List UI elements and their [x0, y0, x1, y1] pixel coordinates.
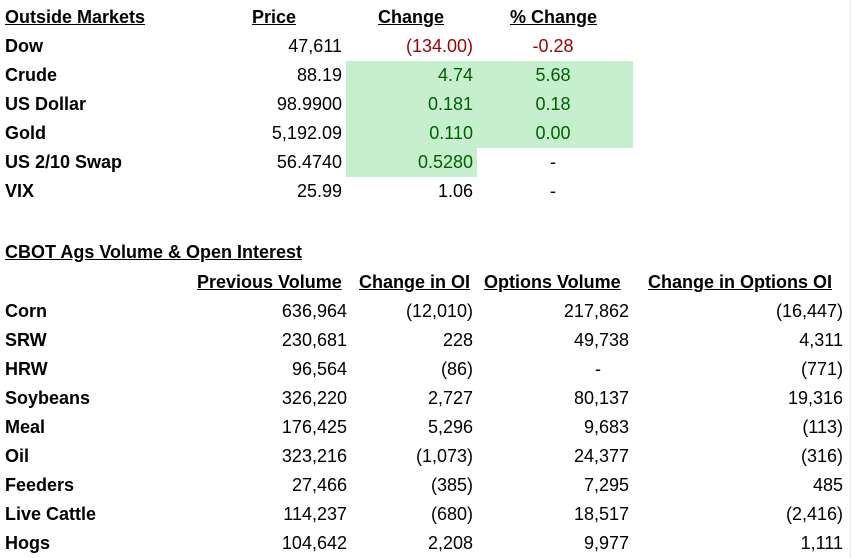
change-in-oi-cell[interactable]: 5,296 — [427, 417, 473, 437]
options-volume-cell[interactable]: 49,738 — [573, 330, 629, 350]
commodity-name-cell[interactable]: Oil — [5, 446, 30, 466]
table-row: Gold 5,192.09 0.110 0.00 — [0, 119, 851, 148]
table-row: Hogs 104,642 2,208 9,977 1,111 — [0, 529, 851, 558]
change-in-oi-cell[interactable]: (680) — [430, 504, 473, 524]
change-in-oi-cell[interactable]: (12,010) — [405, 301, 473, 321]
price-cell[interactable]: 47,611 — [288, 36, 342, 56]
table-row: VIX 25.99 1.06 - — [0, 177, 851, 206]
change-in-oi-header[interactable]: Change in OI — [359, 272, 471, 292]
previous-volume-cell[interactable]: 104,642 — [281, 533, 347, 553]
outside-markets-title[interactable]: Outside Markets — [5, 7, 146, 27]
cbot-header-row: Previous Volume Change in OI Options Vol… — [0, 268, 851, 297]
change-in-oi-cell[interactable]: 2,208 — [427, 533, 473, 553]
previous-volume-cell[interactable]: 323,216 — [281, 446, 347, 466]
change-cell[interactable]: 0.110 — [346, 119, 477, 148]
change-in-options-oi-cell[interactable]: (16,447) — [775, 301, 843, 321]
price-cell[interactable]: 56.4740 — [276, 152, 342, 172]
options-volume-cell[interactable]: 9,683 — [583, 417, 629, 437]
options-volume-cell[interactable]: 18,517 — [573, 504, 629, 524]
price-cell[interactable]: 88.19 — [296, 65, 342, 85]
change-cell[interactable]: (134.00) — [405, 36, 473, 56]
commodity-name-cell[interactable]: Feeders — [5, 475, 75, 495]
previous-volume-cell[interactable]: 230,681 — [281, 330, 347, 350]
market-name-cell[interactable]: Crude — [5, 65, 58, 85]
previous-volume-cell[interactable]: 96,564 — [291, 359, 347, 379]
change-in-options-oi-cell[interactable]: (2,416) — [785, 504, 843, 524]
table-row: SRW 230,681 228 49,738 4,311 — [0, 326, 851, 355]
commodity-name-cell[interactable]: SRW — [5, 330, 47, 350]
commodity-name-cell[interactable]: Corn — [5, 301, 47, 321]
market-name-cell[interactable]: VIX — [5, 181, 35, 201]
table-row: Meal 176,425 5,296 9,683 (113) — [0, 413, 851, 442]
price-cell[interactable]: 5,192.09 — [271, 123, 342, 143]
previous-volume-cell[interactable]: 114,237 — [283, 504, 347, 524]
commodity-name-cell[interactable]: HRW — [5, 359, 48, 379]
pct-change-cell[interactable]: - — [550, 152, 556, 172]
table-row: Dow 47,611 (134.00) -0.28 — [0, 32, 851, 61]
change-in-options-oi-cell[interactable]: 4,311 — [799, 330, 843, 350]
previous-volume-cell[interactable]: 27,466 — [291, 475, 347, 495]
pct-change-cell[interactable]: 5.68 — [477, 61, 633, 90]
options-volume-cell[interactable]: 217,862 — [563, 301, 629, 321]
change-cell[interactable]: 1.06 — [437, 181, 473, 201]
options-volume-cell[interactable]: 7,295 — [583, 475, 629, 495]
options-volume-cell[interactable]: - — [595, 359, 601, 379]
change-cell[interactable]: 0.181 — [346, 90, 477, 119]
options-volume-header[interactable]: Options Volume — [484, 272, 621, 292]
change-cell[interactable]: 0.5280 — [346, 148, 477, 177]
table-row: US 2/10 Swap 56.4740 0.5280 - — [0, 148, 851, 177]
pct-change-cell[interactable]: -0.28 — [532, 36, 574, 56]
change-in-oi-cell[interactable]: (385) — [430, 475, 473, 495]
pct-change-cell[interactable]: 0.00 — [477, 119, 633, 148]
previous-volume-cell[interactable]: 326,220 — [281, 388, 347, 408]
pct-change-cell[interactable]: - — [550, 181, 556, 201]
price-cell[interactable]: 98.9900 — [276, 94, 342, 114]
commodity-name-cell[interactable]: Meal — [5, 417, 46, 437]
change-in-options-oi-cell[interactable]: 1,111 — [800, 533, 843, 553]
options-volume-cell[interactable]: 80,137 — [573, 388, 629, 408]
previous-volume-cell[interactable]: 176,425 — [281, 417, 347, 437]
table-row: HRW 96,564 (86) - (771) — [0, 355, 851, 384]
table-row: Live Cattle 114,237 (680) 18,517 (2,416) — [0, 500, 851, 529]
change-in-options-oi-cell[interactable]: (771) — [800, 359, 843, 379]
market-name-cell[interactable]: Gold — [5, 123, 46, 143]
commodity-name-cell[interactable]: Hogs — [5, 533, 50, 553]
change-header[interactable]: Change — [378, 7, 445, 27]
change-in-oi-cell[interactable]: 2,727 — [427, 388, 473, 408]
pct-change-cell[interactable]: 0.18 — [477, 90, 633, 119]
change-in-oi-cell[interactable]: (1,073) — [415, 446, 473, 466]
market-name-cell[interactable]: US 2/10 Swap — [5, 152, 123, 172]
price-cell[interactable]: 25.99 — [296, 181, 342, 201]
cbot-title[interactable]: CBOT Ags Volume & Open Interest — [5, 242, 303, 262]
change-cell[interactable]: 4.74 — [346, 61, 477, 90]
table-row: Oil 323,216 (1,073) 24,377 (316) — [0, 442, 851, 471]
table-row: Soybeans 326,220 2,727 80,137 19,316 — [0, 384, 851, 413]
market-name-cell[interactable]: Dow — [5, 36, 43, 56]
change-in-oi-cell[interactable]: (86) — [440, 359, 473, 379]
previous-volume-cell[interactable]: 636,964 — [281, 301, 347, 321]
price-header[interactable]: Price — [251, 7, 296, 27]
pct-change-header[interactable]: % Change — [510, 7, 598, 27]
commodity-name-cell[interactable]: Live Cattle — [5, 504, 97, 524]
market-name-cell[interactable]: US Dollar — [5, 94, 87, 114]
change-in-oi-cell[interactable]: 228 — [442, 330, 473, 350]
cbot-title-row: CBOT Ags Volume & Open Interest — [0, 238, 851, 267]
commodity-name-cell[interactable]: Soybeans — [5, 388, 91, 408]
table-row: Feeders 27,466 (385) 7,295 485 — [0, 471, 851, 500]
outside-markets-header-row: Outside Markets Price Change % Change — [0, 3, 851, 32]
table-row: Crude 88.19 4.74 5.68 — [0, 61, 851, 90]
change-in-options-oi-header[interactable]: Change in Options OI — [648, 272, 832, 292]
options-volume-cell[interactable]: 9,977 — [583, 533, 629, 553]
table-row: US Dollar 98.9900 0.181 0.18 — [0, 90, 851, 119]
options-volume-cell[interactable]: 24,377 — [573, 446, 629, 466]
change-in-options-oi-cell[interactable]: (113) — [802, 417, 843, 437]
table-row: Corn 636,964 (12,010) 217,862 (16,447) — [0, 297, 851, 326]
previous-volume-header[interactable]: Previous Volume — [197, 272, 342, 292]
change-in-options-oi-cell[interactable]: (316) — [800, 446, 843, 466]
change-in-options-oi-cell[interactable]: 19,316 — [787, 388, 843, 408]
change-in-options-oi-cell[interactable]: 485 — [812, 475, 843, 495]
